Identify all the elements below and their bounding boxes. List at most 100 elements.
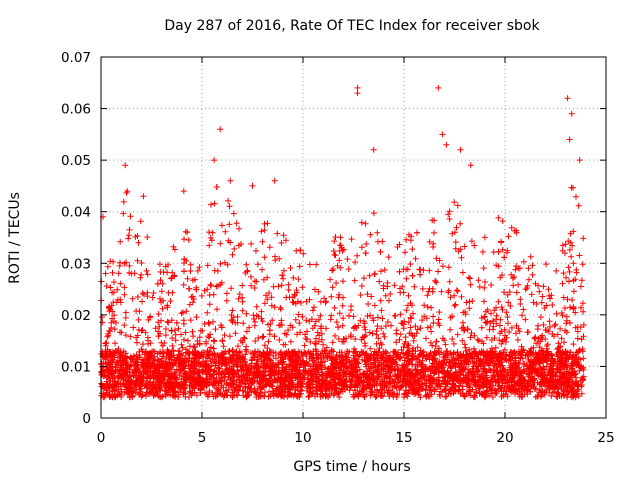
data-point bbox=[212, 326, 219, 333]
data-point bbox=[120, 210, 127, 217]
data-point bbox=[248, 282, 255, 289]
data-point bbox=[296, 263, 303, 270]
data-point bbox=[259, 318, 266, 325]
data-point bbox=[506, 353, 513, 360]
data-point bbox=[340, 315, 347, 322]
data-point bbox=[108, 319, 115, 326]
data-point bbox=[268, 302, 275, 309]
data-point bbox=[283, 364, 290, 371]
data-point bbox=[564, 296, 571, 303]
data-point bbox=[343, 383, 350, 390]
data-point bbox=[296, 320, 303, 327]
data-point bbox=[424, 324, 431, 331]
data-point bbox=[471, 242, 478, 249]
data-point bbox=[301, 342, 308, 349]
data-point bbox=[274, 230, 281, 237]
data-point bbox=[493, 304, 499, 311]
data-point bbox=[379, 378, 386, 385]
data-point bbox=[231, 245, 238, 252]
data-point bbox=[152, 325, 159, 332]
data-point bbox=[497, 330, 503, 337]
data-point bbox=[317, 298, 324, 305]
data-point bbox=[322, 393, 329, 400]
data-point bbox=[251, 285, 258, 291]
data-point bbox=[239, 282, 246, 289]
data-point bbox=[117, 259, 123, 266]
data-point bbox=[458, 293, 465, 300]
data-point bbox=[506, 377, 513, 384]
data-point bbox=[526, 276, 532, 283]
data-point bbox=[527, 253, 534, 260]
data-point bbox=[384, 279, 391, 286]
data-point bbox=[540, 283, 547, 290]
data-point bbox=[286, 361, 293, 368]
data-point bbox=[462, 348, 469, 354]
data-point bbox=[126, 269, 133, 276]
data-point bbox=[193, 363, 200, 370]
data-point bbox=[156, 349, 163, 356]
data-point bbox=[157, 369, 164, 376]
data-point bbox=[223, 290, 230, 297]
data-point bbox=[502, 339, 509, 345]
data-point bbox=[136, 390, 143, 397]
data-point bbox=[266, 244, 273, 251]
data-point bbox=[468, 238, 475, 245]
data-point bbox=[548, 393, 555, 399]
data-point bbox=[529, 262, 536, 269]
data-point bbox=[255, 364, 262, 371]
data-point bbox=[309, 307, 316, 314]
data-point bbox=[203, 338, 209, 345]
data-point bbox=[493, 312, 500, 319]
data-point bbox=[157, 277, 164, 284]
data-point bbox=[454, 288, 461, 295]
data-point bbox=[471, 359, 478, 366]
data-point bbox=[215, 354, 222, 361]
data-point bbox=[467, 334, 474, 341]
data-point bbox=[242, 346, 249, 353]
data-point bbox=[312, 318, 319, 325]
data-point bbox=[476, 283, 483, 290]
data-point bbox=[499, 272, 505, 279]
data-point bbox=[184, 275, 191, 282]
data-point bbox=[169, 343, 176, 349]
data-point bbox=[459, 269, 466, 276]
data-point bbox=[462, 357, 469, 364]
data-point bbox=[336, 257, 343, 264]
data-point bbox=[352, 259, 359, 266]
data-point bbox=[366, 329, 373, 336]
data-point bbox=[430, 244, 436, 250]
data-point bbox=[206, 363, 213, 370]
data-point bbox=[411, 333, 418, 340]
data-point bbox=[378, 268, 384, 275]
data-point bbox=[314, 329, 321, 336]
data-point bbox=[329, 339, 336, 346]
data-point bbox=[463, 299, 470, 306]
data-point bbox=[253, 278, 260, 285]
data-point bbox=[576, 252, 583, 259]
data-point bbox=[109, 269, 116, 276]
data-point bbox=[493, 320, 500, 327]
data-point bbox=[303, 298, 310, 305]
data-point bbox=[367, 231, 374, 238]
data-point bbox=[175, 325, 182, 332]
data-point bbox=[332, 332, 338, 339]
data-point bbox=[423, 335, 429, 342]
data-point bbox=[503, 334, 510, 341]
data-point bbox=[548, 292, 555, 299]
data-point bbox=[452, 239, 459, 246]
data-point bbox=[371, 270, 378, 277]
data-point bbox=[157, 269, 164, 275]
chart-title: Day 287 of 2016, Rate Of TEC Index for r… bbox=[164, 18, 540, 34]
data-point bbox=[159, 305, 166, 312]
data-point bbox=[289, 294, 296, 301]
data-point bbox=[513, 289, 520, 296]
data-point bbox=[545, 328, 552, 335]
data-point bbox=[299, 284, 306, 291]
data-point bbox=[156, 393, 163, 400]
data-point bbox=[165, 261, 171, 268]
data-point bbox=[248, 273, 254, 280]
data-point bbox=[563, 313, 570, 320]
data-point bbox=[561, 339, 567, 346]
data-point bbox=[165, 319, 172, 326]
data-point bbox=[258, 358, 265, 365]
